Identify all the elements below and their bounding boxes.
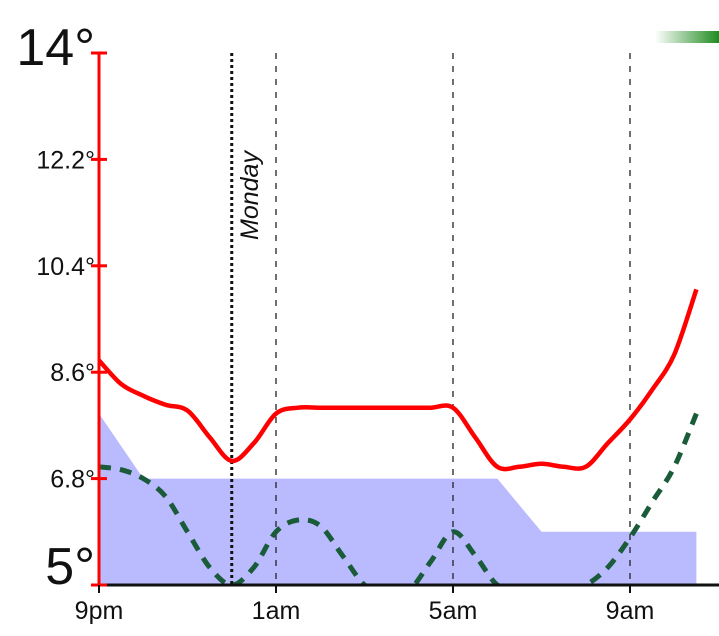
axes-layer — [91, 51, 719, 593]
y-tick-label: 8.6° — [50, 359, 95, 387]
x-tick-label: 5am — [429, 597, 478, 625]
y-tick-label: 5° — [45, 538, 95, 596]
vertical-gridlines — [230, 53, 631, 585]
band-area — [99, 413, 697, 585]
y-tick-label: 10.4° — [36, 253, 95, 281]
temperature-line — [99, 288, 699, 472]
y-tick-label: 12.2° — [36, 146, 95, 174]
y-tick-label: 14° — [16, 19, 95, 77]
x-tick-label: 1am — [252, 597, 301, 625]
x-tick-label: 9pm — [75, 597, 124, 625]
y-tick-label: 6.8° — [50, 466, 95, 494]
day-marker-label: Monday — [236, 150, 264, 240]
x-tick-label: 9am — [606, 597, 655, 625]
labels-layer: 14° 12.2° 10.4° 8.6° 6.8° 5°9pm 1am 5am 9am Monda… — [16, 19, 654, 625]
legend-layer — [655, 31, 719, 43]
legend-swatch — [655, 31, 719, 43]
band-layer — [99, 413, 697, 585]
series-layer — [99, 288, 699, 585]
dew_point-line — [99, 412, 699, 585]
